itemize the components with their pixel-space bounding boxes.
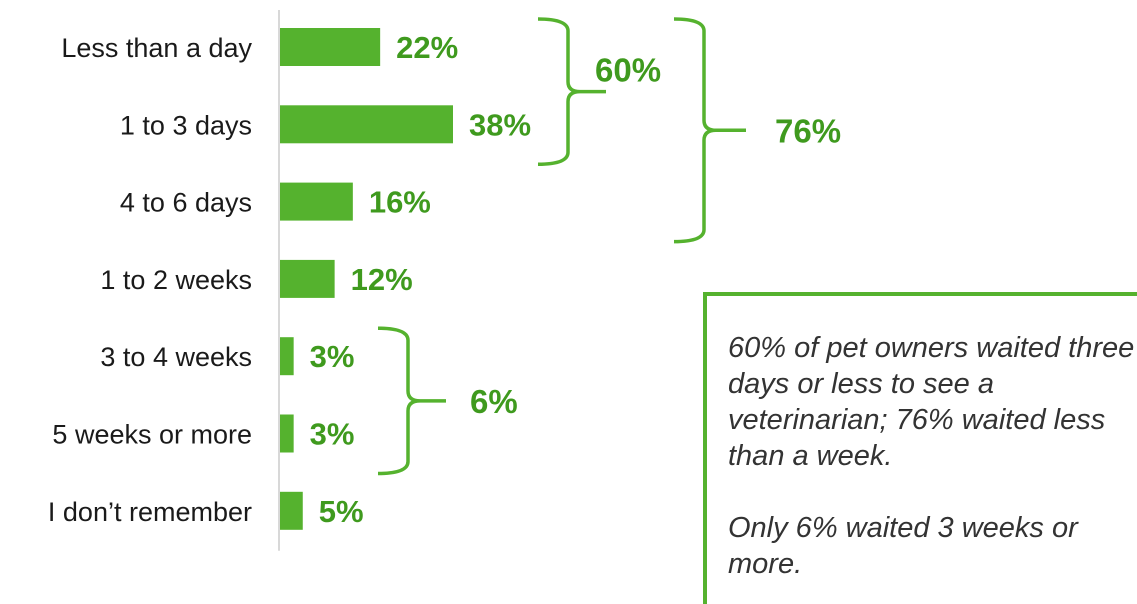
braces-group: 60% 76% 6% [377, 17, 841, 476]
bar-value-label: 16% [369, 185, 431, 220]
summary-note-paragraph-1: 60% of pet owners waited three days or l… [728, 332, 1135, 472]
bar-value-label: 38% [469, 107, 531, 142]
bar [280, 105, 453, 144]
category-label: 1 to 3 days [120, 110, 252, 140]
bar [280, 414, 294, 453]
bar-value-label: 22% [396, 30, 458, 65]
bar [280, 337, 294, 376]
bars-group: Less than a day 22% 1 to 3 days 38% 4 to 6 d… [48, 28, 531, 530]
brace-total-label: 60% [595, 52, 661, 89]
bar [280, 491, 303, 530]
summary-note-paragraph-2: Only 6% waited 3 weeks or more. [728, 512, 1078, 580]
brace-total-label: 6% [470, 383, 518, 420]
category-label: 3 to 4 weeks [100, 342, 252, 372]
category-label: 5 weeks or more [52, 420, 252, 450]
category-label: 4 to 6 days [120, 188, 252, 218]
bar [280, 259, 335, 298]
bar [280, 182, 353, 221]
grouping-brace [537, 17, 606, 167]
category-label: 1 to 2 weeks [100, 265, 252, 295]
bar [280, 28, 381, 66]
category-label: I don’t remember [48, 497, 252, 527]
category-label: Less than a day [61, 33, 252, 63]
bar-value-label: 5% [319, 494, 364, 529]
bar-value-label: 3% [310, 417, 355, 452]
bar-value-label: 12% [351, 262, 413, 297]
brace-total-label: 76% [775, 112, 841, 149]
grouping-brace [673, 17, 746, 244]
summary-note-box: 60% of pet owners waited three days or l… [703, 292, 1137, 604]
grouping-brace [377, 326, 446, 476]
bar-value-label: 3% [310, 339, 355, 374]
